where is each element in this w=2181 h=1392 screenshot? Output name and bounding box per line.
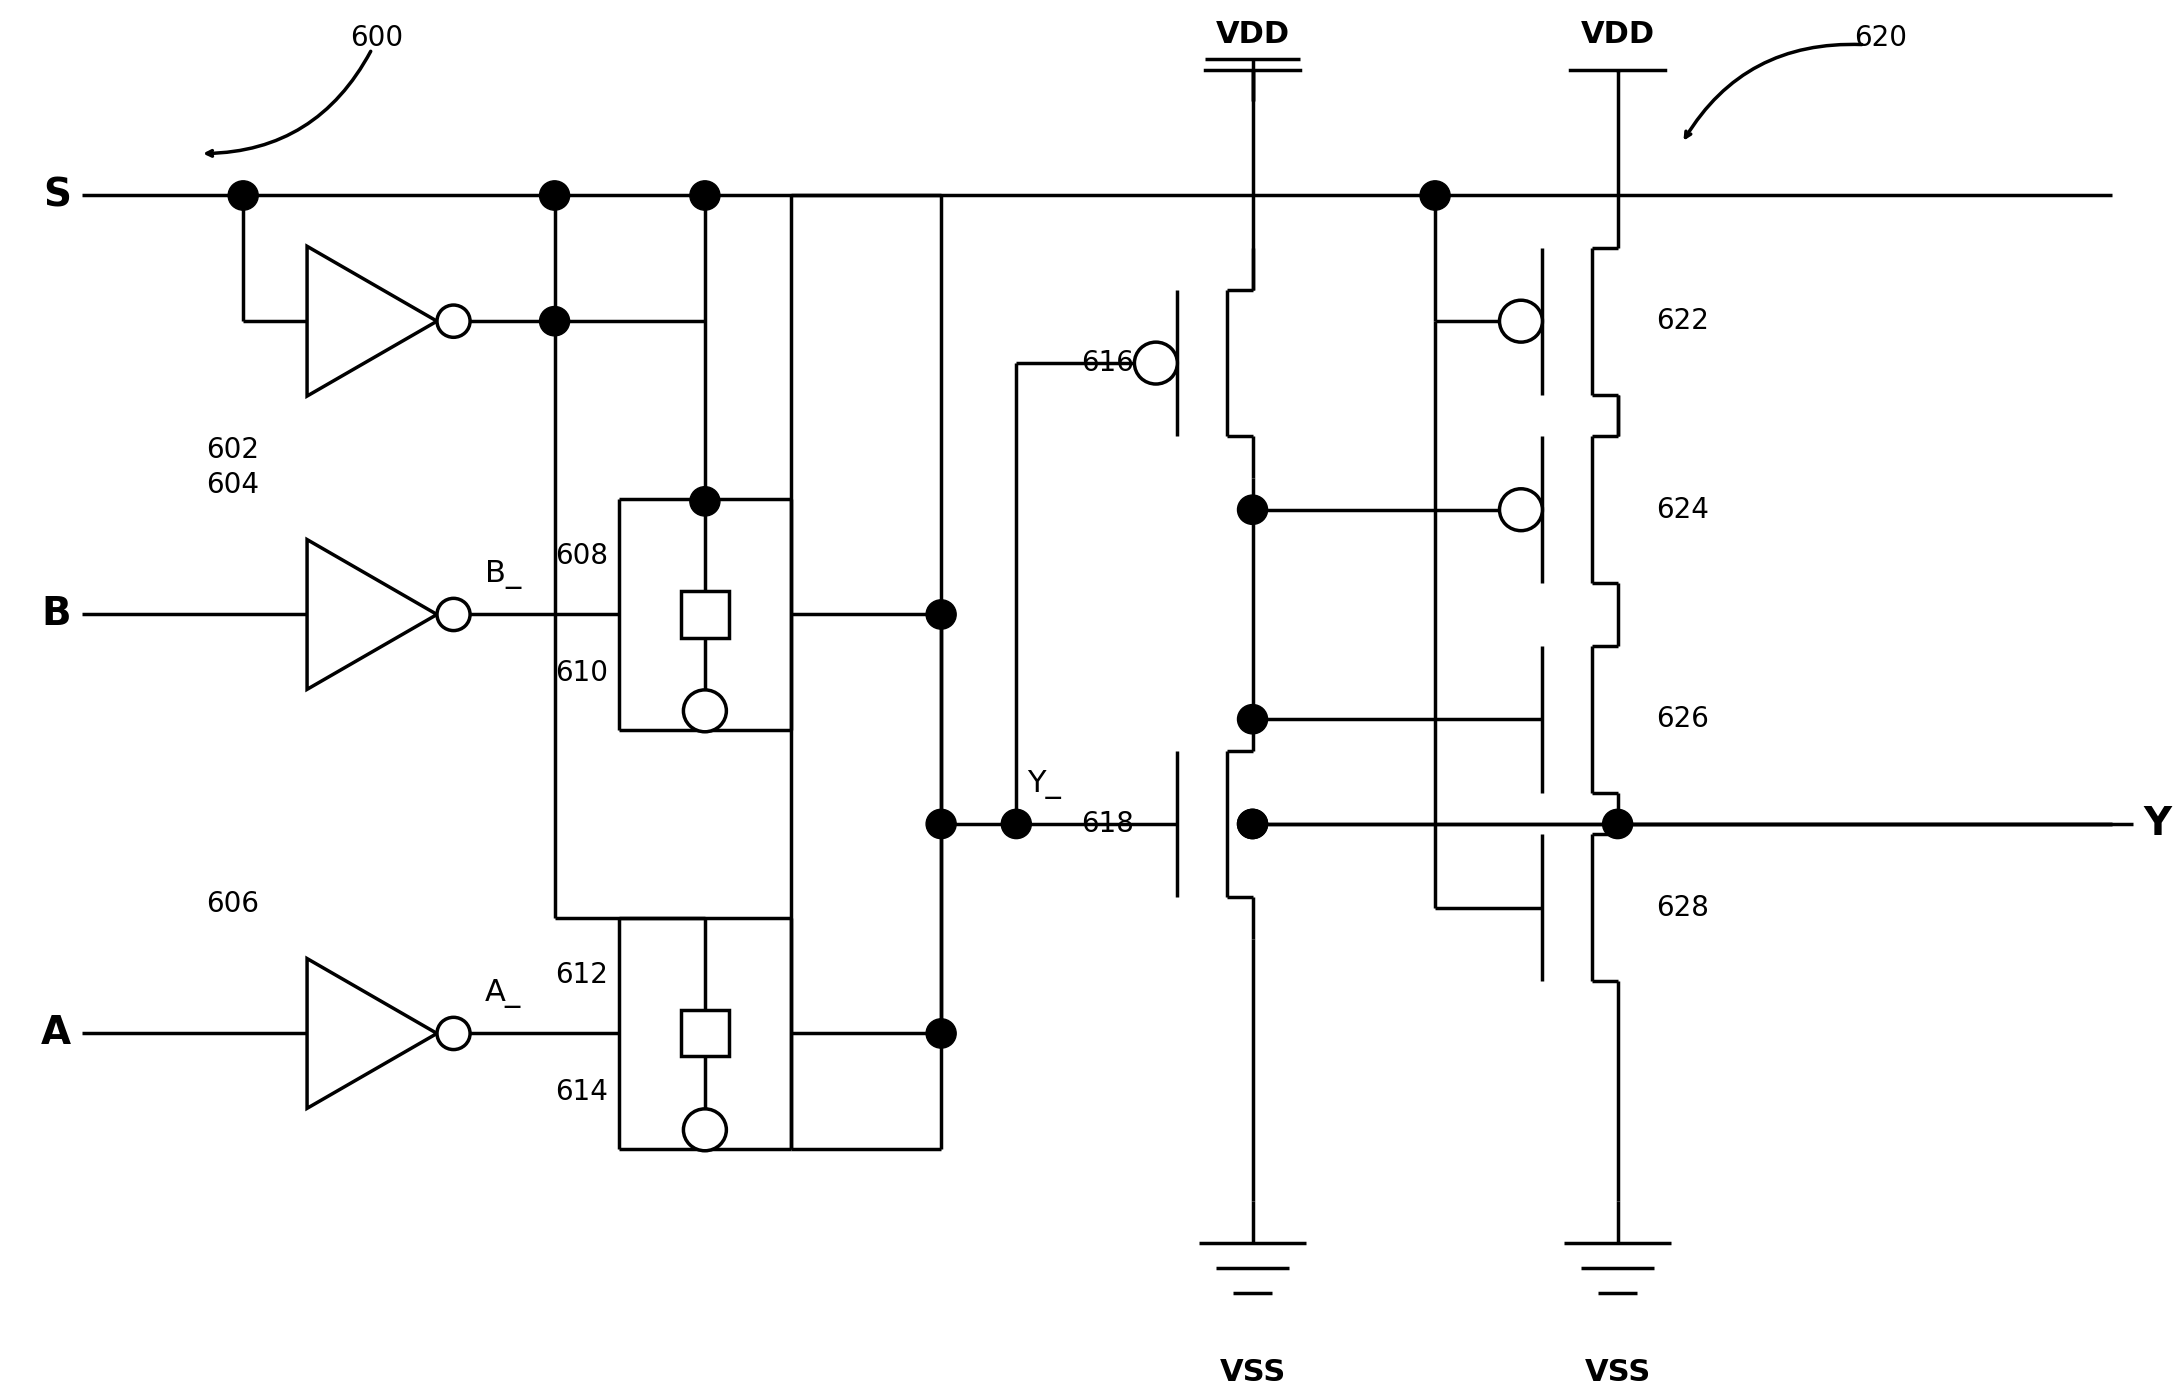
Circle shape xyxy=(927,809,955,838)
Circle shape xyxy=(229,181,257,210)
Circle shape xyxy=(1001,809,1032,838)
Circle shape xyxy=(927,600,955,629)
Circle shape xyxy=(1237,496,1267,525)
Circle shape xyxy=(436,599,471,631)
Circle shape xyxy=(1420,181,1450,210)
Bar xyxy=(680,1011,728,1057)
Text: S: S xyxy=(44,177,72,214)
Circle shape xyxy=(1134,342,1178,384)
Text: A: A xyxy=(41,1015,72,1052)
Bar xyxy=(680,592,728,638)
Text: 628: 628 xyxy=(1655,894,1710,922)
Circle shape xyxy=(539,181,569,210)
Text: Y_: Y_ xyxy=(1027,770,1060,799)
Text: B_: B_ xyxy=(484,561,521,589)
Text: 606: 606 xyxy=(205,891,260,919)
Circle shape xyxy=(436,1018,471,1050)
Text: B: B xyxy=(41,596,72,633)
Text: A_: A_ xyxy=(484,980,521,1008)
Circle shape xyxy=(1237,704,1267,734)
Circle shape xyxy=(1237,809,1267,838)
Text: 624: 624 xyxy=(1655,496,1710,523)
Text: Y: Y xyxy=(2144,805,2172,844)
Text: 600: 600 xyxy=(351,25,403,53)
Text: 616: 616 xyxy=(1082,349,1134,377)
Text: VSS: VSS xyxy=(1219,1359,1285,1388)
Text: VDD: VDD xyxy=(1581,19,1655,49)
Circle shape xyxy=(1501,489,1542,530)
Circle shape xyxy=(689,181,720,210)
Circle shape xyxy=(1237,809,1267,838)
Circle shape xyxy=(539,306,569,335)
Circle shape xyxy=(927,1019,955,1048)
Circle shape xyxy=(683,1109,726,1151)
Text: 604: 604 xyxy=(205,472,260,500)
Circle shape xyxy=(683,690,726,732)
Text: 608: 608 xyxy=(556,541,608,569)
Text: 614: 614 xyxy=(556,1077,608,1107)
Text: 622: 622 xyxy=(1655,308,1710,335)
Circle shape xyxy=(1603,809,1634,838)
Text: 626: 626 xyxy=(1655,706,1710,734)
Text: 602: 602 xyxy=(205,437,260,465)
Text: 612: 612 xyxy=(556,960,608,988)
Text: 610: 610 xyxy=(556,660,608,688)
Text: VSS: VSS xyxy=(1583,1359,1651,1388)
Circle shape xyxy=(436,305,471,337)
Circle shape xyxy=(689,487,720,516)
Text: 620: 620 xyxy=(1854,25,1906,53)
Text: VDD: VDD xyxy=(1215,19,1289,49)
Circle shape xyxy=(1501,301,1542,342)
Text: 618: 618 xyxy=(1082,810,1134,838)
